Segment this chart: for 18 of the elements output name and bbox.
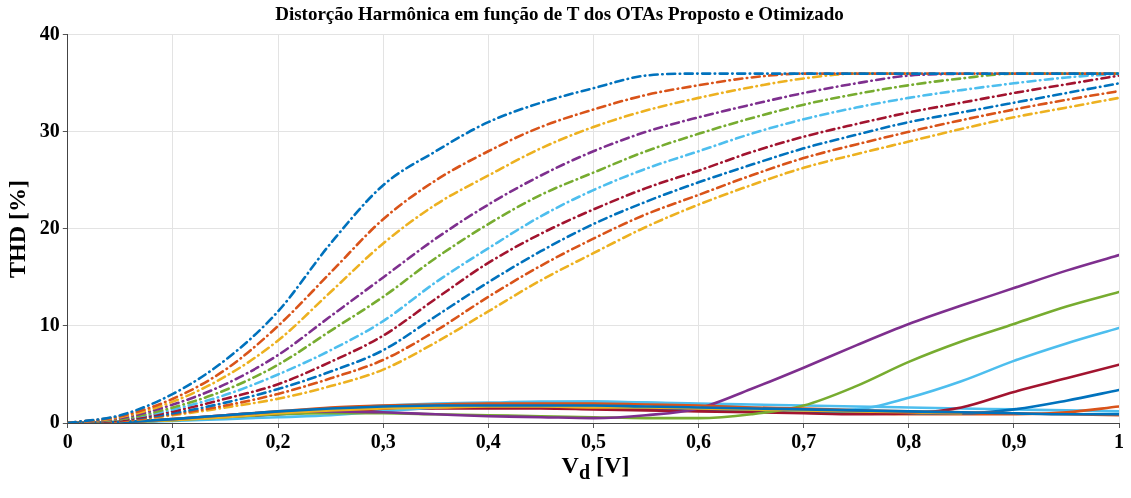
x-tick-label: 0,1 [160, 430, 186, 453]
x-tick-label: 0,6 [686, 430, 712, 453]
x-tick-label: 0,2 [265, 430, 291, 453]
y-tick-label: 20 [39, 216, 60, 239]
y-axis-title: THD [%] [3, 179, 30, 278]
y-tick-label: 10 [39, 313, 60, 336]
y-tick-label: 40 [39, 21, 60, 44]
x-tick-label: 0,5 [580, 430, 606, 453]
chart-title: Distorção Harmônica em função de T dos OTAs Proposto e Otimizado [275, 3, 844, 25]
x-tick-label: 0,7 [791, 430, 817, 453]
x-tick-label: 0,8 [896, 430, 922, 453]
x-tick-label: 0,3 [370, 430, 396, 453]
y-tick-label: 0 [49, 410, 60, 433]
x-tick-label: 1 [1114, 430, 1124, 453]
x-tick-label: 0,9 [1001, 430, 1027, 453]
y-tick-label: 30 [39, 119, 60, 142]
x-axis-title: V$_{d}$ [V] [560, 452, 631, 484]
x-tick-label: 0,4 [475, 430, 501, 453]
